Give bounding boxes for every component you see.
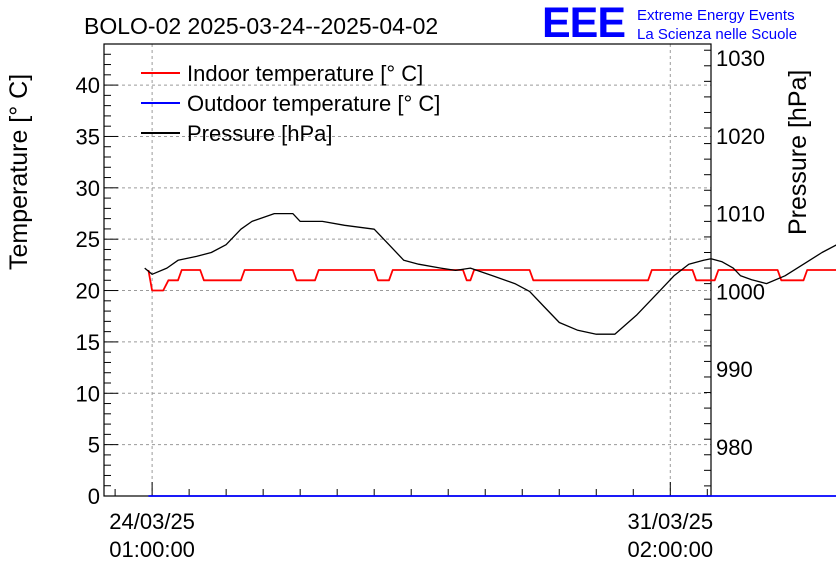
y-tick-label-right: 980 <box>716 435 753 460</box>
y-tick-label-left: 35 <box>76 124 100 149</box>
y-tick-label-right: 1000 <box>716 279 765 304</box>
chart-title: BOLO-02 2025-03-24--2025-04-02 <box>84 13 438 39</box>
y-tick-label-left: 40 <box>76 73 100 98</box>
legend: Indoor temperature [° C] Outdoor tempera… <box>141 61 440 146</box>
y-tick-label-left: 5 <box>88 433 100 458</box>
eee-logo: EEE <box>542 0 625 47</box>
y-tick-label-left: 0 <box>88 484 100 509</box>
x-tick-label-time: 01:00:00 <box>109 537 195 562</box>
y-tick-label-right: 1010 <box>716 202 765 227</box>
legend-label-pressure: Pressure [hPa] <box>187 121 333 146</box>
y-tick-label-right: 990 <box>716 357 753 382</box>
y-tick-label-left: 20 <box>76 279 100 304</box>
y-tick-label-left: 10 <box>76 381 100 406</box>
org-name-line1: Extreme Energy Events <box>637 7 795 24</box>
y-axis-label-right: Pressure [hPa] <box>784 70 812 235</box>
legend-label-outdoor: Outdoor temperature [° C] <box>187 91 440 116</box>
x-tick-label-date: 31/03/25 <box>627 509 713 534</box>
y-axis-label-left: Temperature [° C] <box>5 74 33 270</box>
y-tick-label-left: 25 <box>76 227 100 252</box>
legend-label-indoor: Indoor temperature [° C] <box>187 61 423 86</box>
y-tick-label-left: 15 <box>76 330 100 355</box>
y-tick-label-left: 30 <box>76 176 100 201</box>
org-name-line2: La Scienza nelle Scuole <box>637 26 797 43</box>
series-line-indoor <box>147 269 836 292</box>
x-tick-label-time: 02:00:00 <box>627 537 713 562</box>
series-line-pressure <box>144 212 836 335</box>
y-tick-label-right: 1030 <box>716 46 765 71</box>
y-tick-label-right: 1020 <box>716 124 765 149</box>
x-tick-label-date: 24/03/25 <box>109 509 195 534</box>
